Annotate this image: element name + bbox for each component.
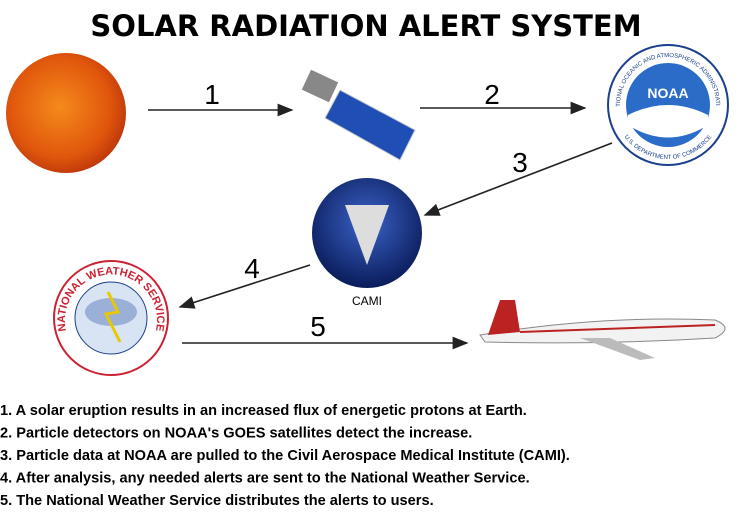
step-number: 3: [512, 147, 528, 178]
nws-logo: NATIONAL WEATHER SERVICE: [54, 261, 168, 375]
note: 5. The National Weather Service distribu…: [0, 493, 434, 509]
cami-label: CAMI: [352, 294, 382, 308]
note: 4. After analysis, any needed alerts are…: [0, 471, 530, 487]
noaa-label: NOAA: [647, 85, 688, 101]
satellite: [302, 70, 415, 160]
notes: 1. A solar eruption results in an increa…: [0, 403, 570, 509]
cami-logo: CAMI: [312, 178, 422, 308]
title: SOLAR RADIATION ALERT SYSTEM: [90, 9, 641, 43]
diagram: SOLAR RADIATION ALERT SYSTEM NOAA NATION…: [0, 0, 738, 512]
sun: [6, 53, 126, 173]
note: 2. Particle detectors on NOAA's GOES sat…: [0, 426, 472, 442]
step-number: 2: [484, 79, 500, 110]
step-number: 5: [310, 311, 326, 342]
airplane: [480, 300, 725, 360]
step-number: 1: [204, 79, 220, 110]
step-number: 4: [244, 253, 260, 284]
note: 3. Particle data at NOAA are pulled to t…: [0, 448, 570, 464]
note: 1. A solar eruption results in an increa…: [0, 403, 527, 419]
